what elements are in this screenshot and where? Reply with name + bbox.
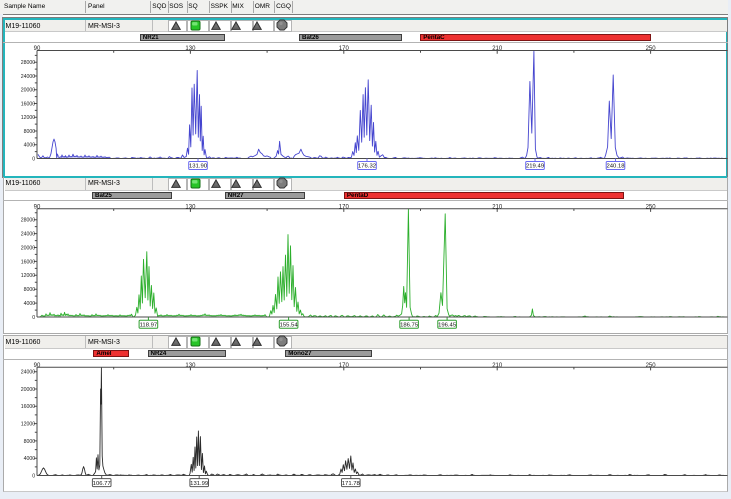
svg-text:0: 0 xyxy=(32,473,35,479)
svg-text:28000: 28000 xyxy=(21,60,36,66)
svg-text:28000: 28000 xyxy=(21,218,36,224)
svg-text:24000: 24000 xyxy=(21,74,36,80)
svg-text:106.77: 106.77 xyxy=(93,481,111,487)
svg-text:20000: 20000 xyxy=(21,245,36,251)
svg-text:16000: 16000 xyxy=(21,101,36,107)
svg-text:90: 90 xyxy=(34,363,41,369)
svg-text:16000: 16000 xyxy=(21,259,36,265)
svg-text:12000: 12000 xyxy=(21,422,36,428)
svg-text:24000: 24000 xyxy=(21,232,36,238)
svg-text:20000: 20000 xyxy=(21,387,36,393)
svg-text:196.45: 196.45 xyxy=(438,323,457,329)
svg-text:4000: 4000 xyxy=(24,456,36,462)
svg-text:219.49: 219.49 xyxy=(526,164,544,170)
svg-text:240.18: 240.18 xyxy=(606,164,625,170)
svg-text:210: 210 xyxy=(492,204,503,210)
svg-text:4000: 4000 xyxy=(24,301,36,307)
svg-text:8000: 8000 xyxy=(24,287,36,293)
svg-text:12000: 12000 xyxy=(21,115,36,121)
svg-text:24000: 24000 xyxy=(21,370,36,376)
svg-text:170: 170 xyxy=(339,46,350,52)
svg-text:170: 170 xyxy=(339,204,350,210)
svg-text:130: 130 xyxy=(185,363,196,369)
svg-text:210: 210 xyxy=(492,363,503,369)
svg-text:12000: 12000 xyxy=(21,273,36,279)
svg-text:130: 130 xyxy=(185,204,196,210)
svg-text:170: 170 xyxy=(339,363,350,369)
svg-text:20000: 20000 xyxy=(21,88,36,94)
svg-text:0: 0 xyxy=(32,156,35,162)
svg-text:16000: 16000 xyxy=(21,404,36,410)
svg-text:90: 90 xyxy=(34,204,41,210)
svg-text:118.97: 118.97 xyxy=(140,323,158,329)
svg-text:210: 210 xyxy=(492,46,503,52)
svg-text:176.32: 176.32 xyxy=(358,164,376,170)
svg-text:250: 250 xyxy=(646,363,657,369)
svg-text:186.75: 186.75 xyxy=(400,323,419,329)
svg-text:8000: 8000 xyxy=(24,129,36,135)
svg-text:4000: 4000 xyxy=(24,143,36,149)
svg-text:0: 0 xyxy=(32,315,35,321)
svg-text:250: 250 xyxy=(646,204,657,210)
svg-text:130: 130 xyxy=(185,46,196,52)
svg-text:8000: 8000 xyxy=(24,439,36,445)
svg-text:155.54: 155.54 xyxy=(280,323,299,329)
svg-text:250: 250 xyxy=(646,46,657,52)
svg-text:131.90: 131.90 xyxy=(189,164,208,170)
svg-text:131.99: 131.99 xyxy=(190,481,208,487)
svg-text:90: 90 xyxy=(34,46,41,52)
svg-text:171.78: 171.78 xyxy=(342,481,361,487)
